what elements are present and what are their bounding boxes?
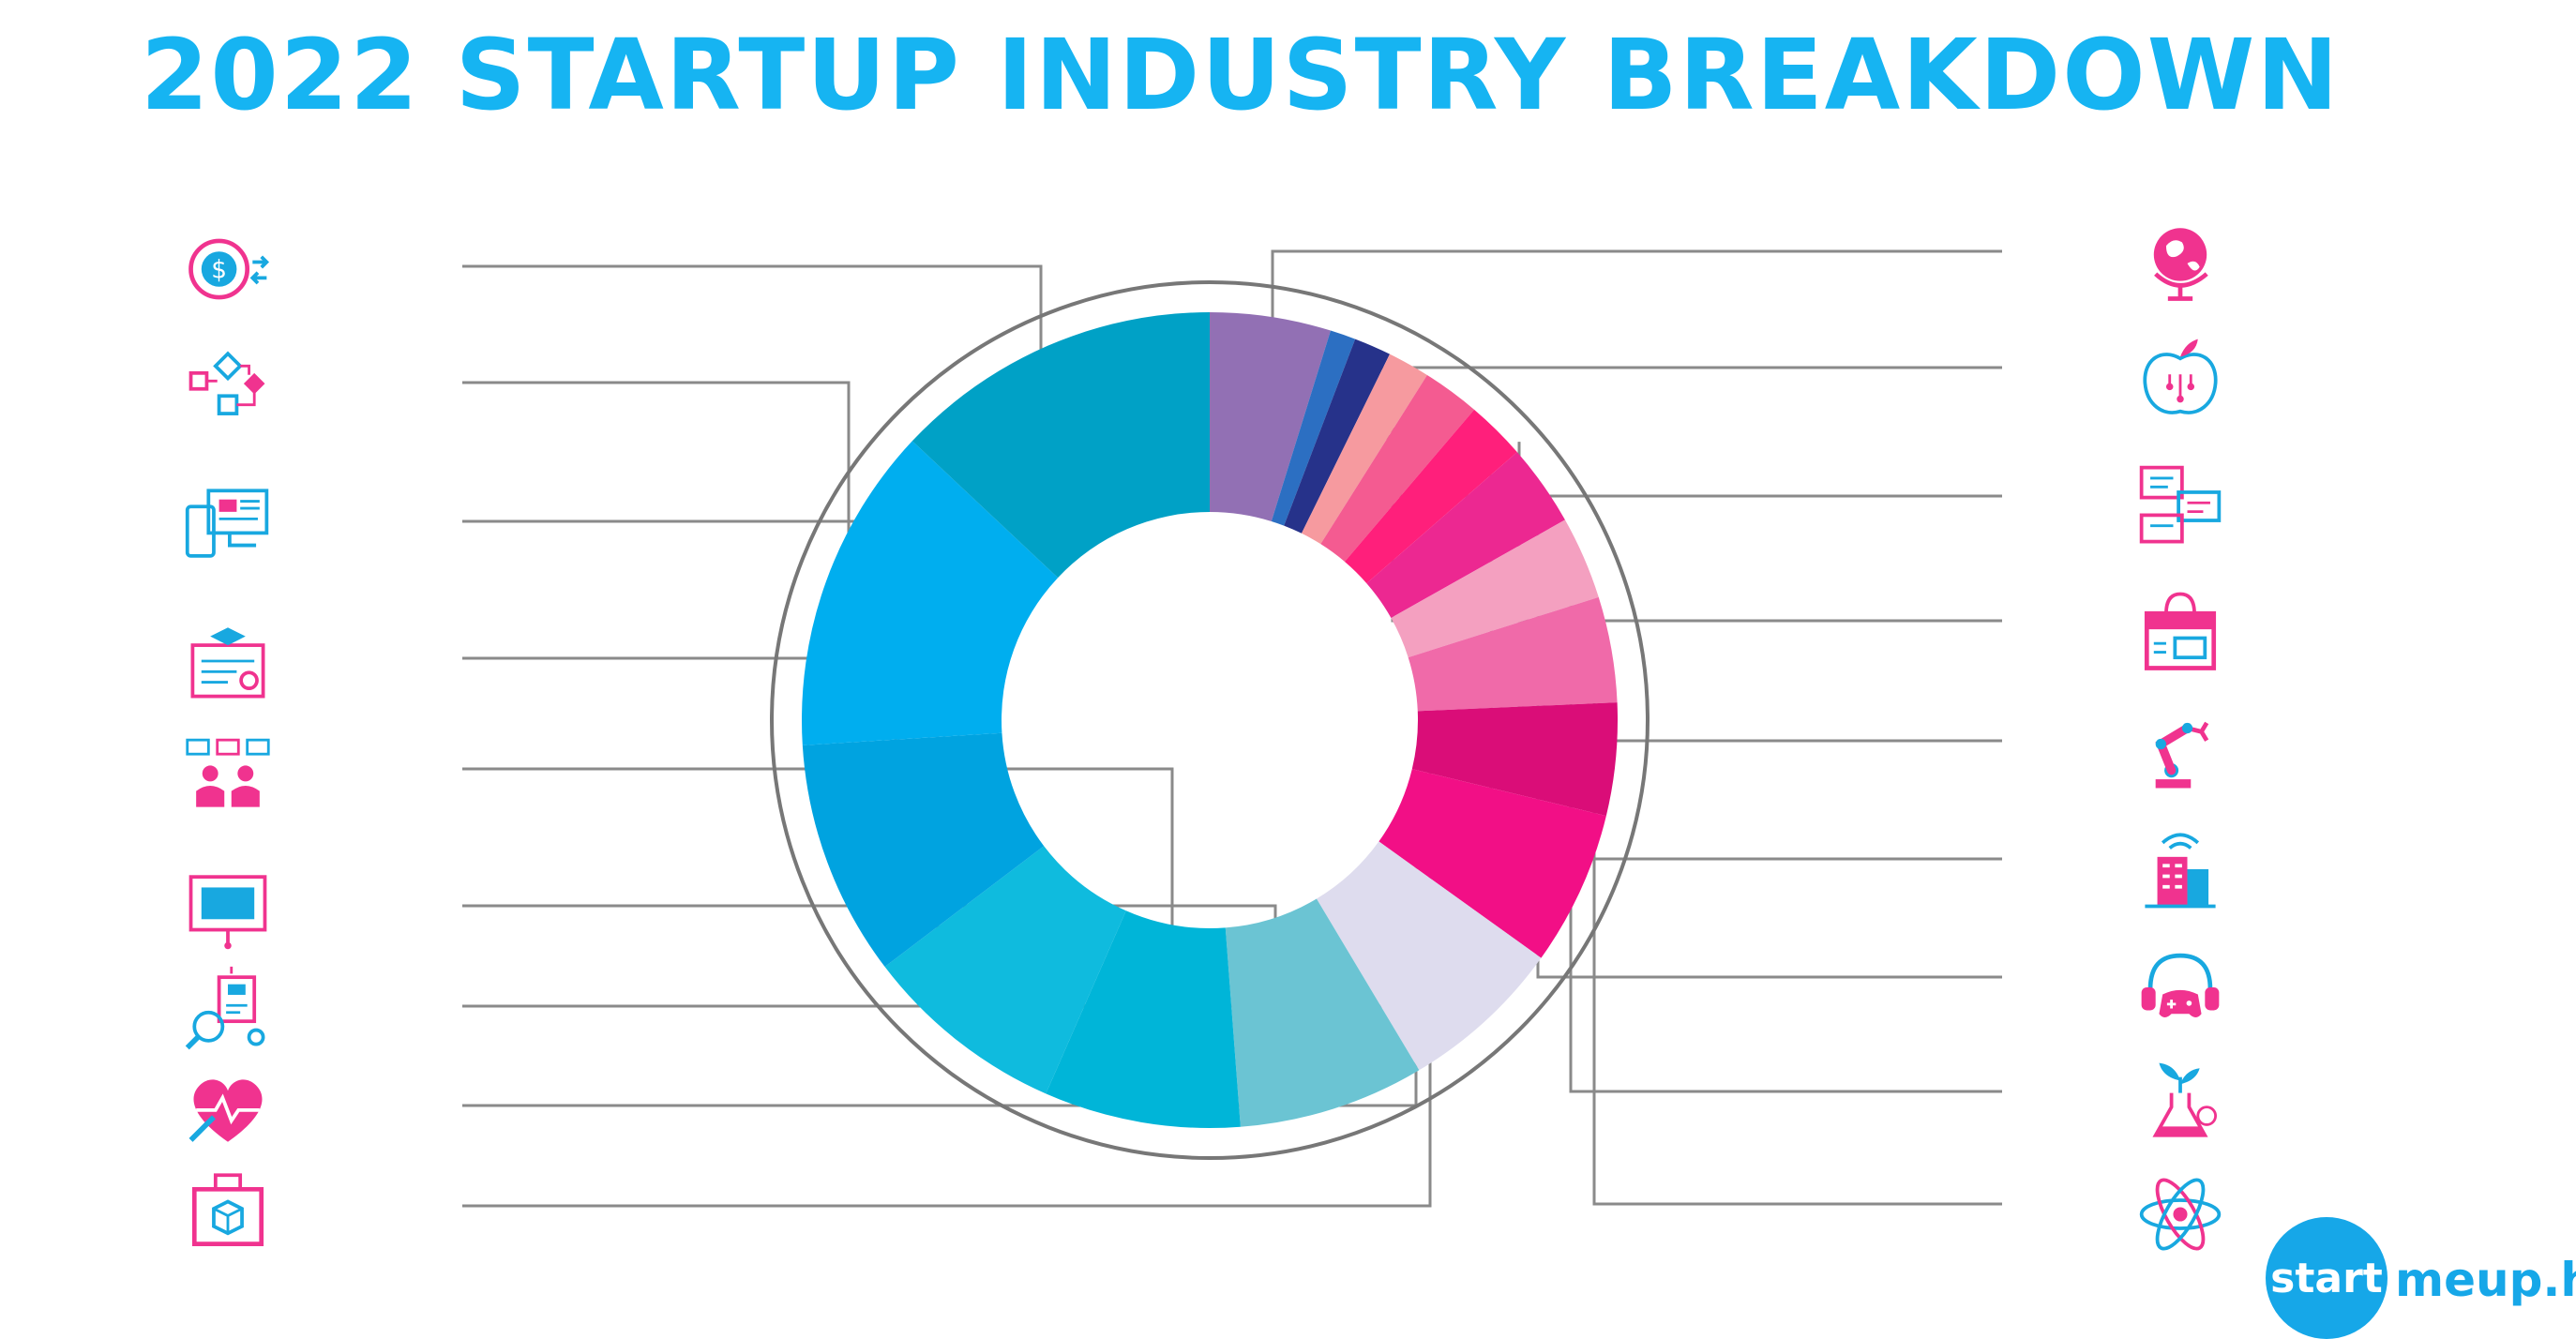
slice-social-innovation-venture xyxy=(1284,339,1390,534)
slice-retailtech xyxy=(1301,354,1427,545)
slice-professional-consultancy-services xyxy=(1046,910,1241,1128)
slice-smart-city xyxy=(1344,409,1517,584)
slice-biotech xyxy=(1408,596,1618,712)
logo-text: meup.hk xyxy=(2395,1253,2576,1307)
data-analytics-icon xyxy=(184,965,272,1053)
svg-text:$: $ xyxy=(211,256,227,284)
slice-data-analytics xyxy=(1316,841,1542,1071)
computer-devices-icon xyxy=(184,480,272,568)
slice-e-commerce-supply-chain-management-logtech xyxy=(802,441,1059,745)
slice-robotics-smart-manufacturing xyxy=(1320,374,1475,563)
robot-arm-icon xyxy=(2136,707,2224,795)
globe-icon xyxy=(2136,218,2224,306)
slice-design xyxy=(1225,898,1420,1127)
ecommerce-flow-icon xyxy=(184,341,272,429)
leader-line xyxy=(1569,582,2002,1093)
leader-line xyxy=(462,381,851,604)
slice-foodtech xyxy=(1271,330,1356,526)
slice-fintech xyxy=(911,312,1210,579)
smart-building-icon xyxy=(2136,825,2224,913)
page-title: 2022 STARTUP INDUSTRY BREAKDOWN xyxy=(141,18,2341,132)
slice-education-learning xyxy=(884,846,1126,1094)
atom-icon xyxy=(2136,1170,2224,1258)
startmeup-logo[interactable]: start meup.hk xyxy=(2266,1217,2576,1339)
plant-flask-icon xyxy=(2136,1058,2224,1146)
apple-circuit-icon xyxy=(2136,334,2224,422)
logo-circle: start xyxy=(2266,1217,2388,1339)
consultancy-people-icon xyxy=(184,728,272,816)
chat-bubbles-icon xyxy=(2136,462,2224,550)
gamepad-headset-icon xyxy=(2136,943,2224,1031)
slice-sustainable-greentech xyxy=(1391,519,1599,658)
hardware-box-icon xyxy=(184,1165,272,1253)
heart-syringe-icon xyxy=(184,1064,272,1152)
fintech-coin-icon: $ xyxy=(184,225,272,313)
donut-slices xyxy=(802,312,1618,1128)
slice-hardware-iot-3d-printing-prototypes-wearables xyxy=(1411,702,1618,817)
graduation-certificate-icon xyxy=(184,617,272,705)
slice-health-medical xyxy=(1378,769,1606,958)
design-board-icon xyxy=(184,865,272,953)
slice-information-computer-technology xyxy=(802,732,1045,968)
slice-digital-entertainment-gaming xyxy=(1366,452,1565,618)
slice-others xyxy=(1210,312,1331,521)
shopping-bag-icon xyxy=(2136,587,2224,675)
outer-ring xyxy=(770,280,1650,1160)
